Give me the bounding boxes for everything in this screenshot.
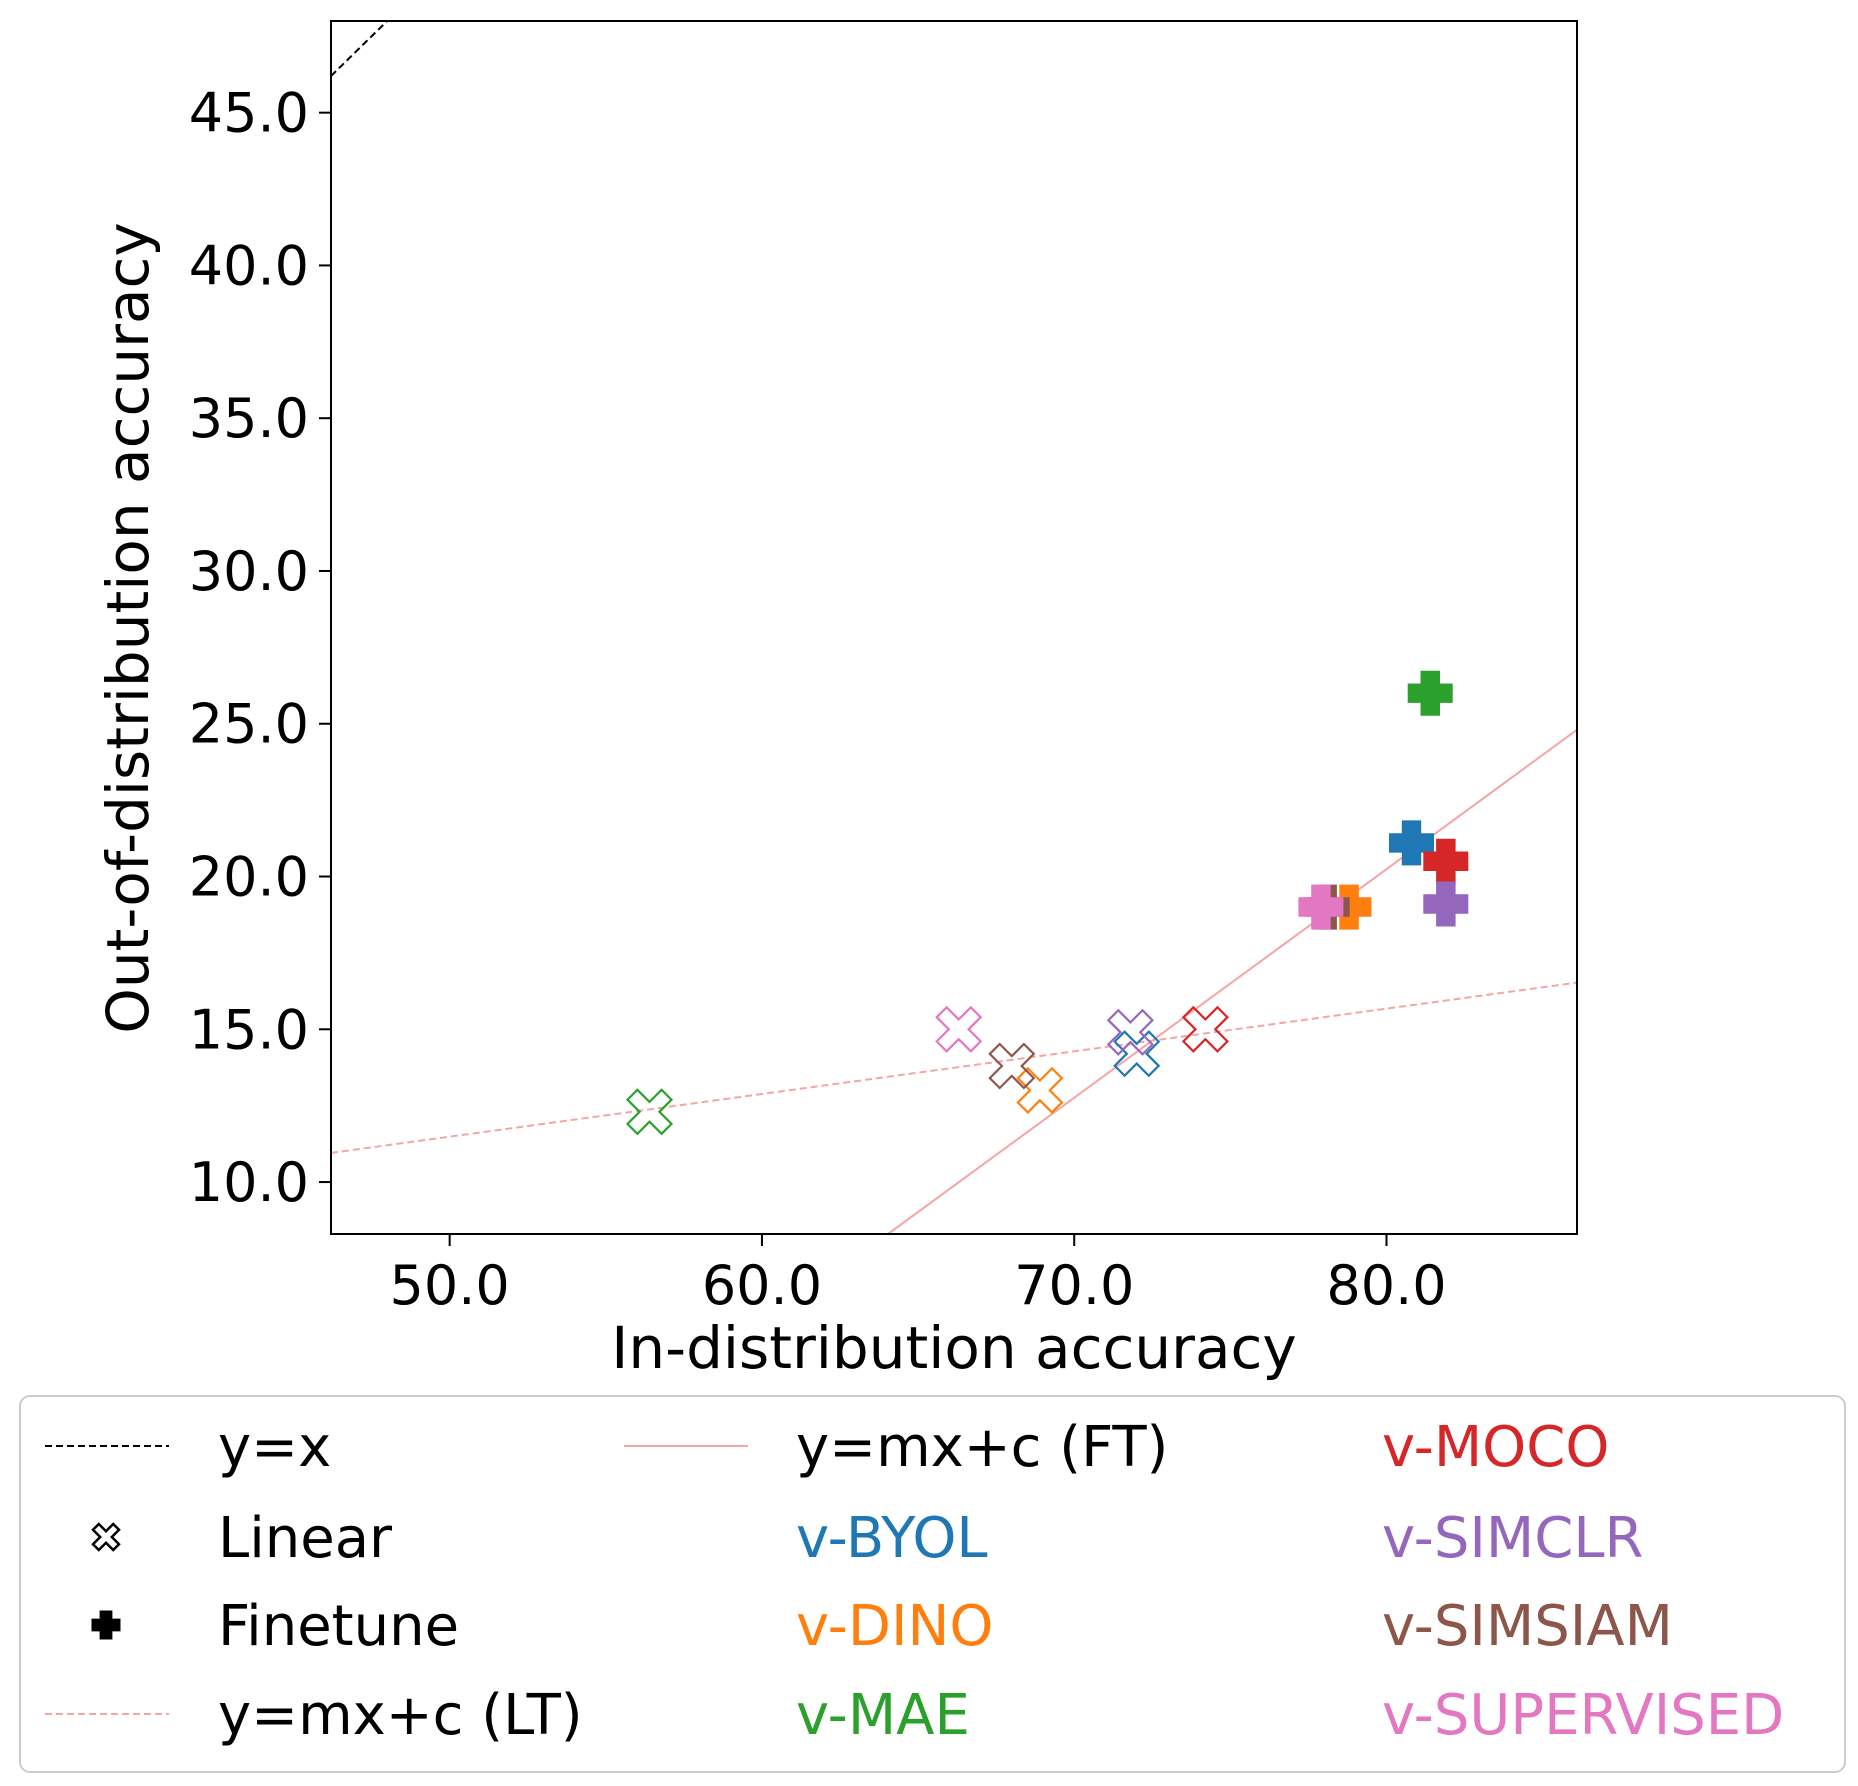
legend-entry-label: y=mx+c (LT) <box>218 1683 583 1748</box>
linear-point-v-moco <box>1181 1005 1229 1053</box>
y-tick-label: 20.0 <box>189 846 309 909</box>
reference-line-2 <box>886 728 1577 1234</box>
axes: 50.0 60.0 70.0 80.0 10.0 15.0 20.0 25.0 30.0 35.0… <box>189 82 1447 1317</box>
y-tick-label: 25.0 <box>189 693 309 756</box>
legend-frame <box>19 1395 1846 1773</box>
legend-handle-finetune-marker <box>91 1610 121 1640</box>
y-tick-label: 35.0 <box>189 387 309 450</box>
legend-entry-label: v-BYOL <box>796 1506 988 1571</box>
y-tick-label: 40.0 <box>189 234 309 297</box>
finetune-point-v-supervised <box>1298 884 1344 930</box>
x-tick-label: 80.0 <box>1326 1254 1446 1317</box>
plot-frame <box>330 20 1578 1235</box>
x-axis-label: In-distribution accuracy <box>611 1314 1296 1382</box>
linear-point-v-dino <box>1016 1066 1064 1114</box>
legend-entry-label: y=mx+c (FT) <box>796 1415 1168 1480</box>
legend-entry-label: v-SIMCLR <box>1382 1506 1643 1571</box>
y-tick-label: 45.0 <box>189 82 309 145</box>
x-tick-label: 50.0 <box>390 1254 510 1317</box>
finetune-point-v-simclr <box>1423 881 1469 927</box>
legend-entry-label: y=x <box>218 1415 331 1480</box>
finetune-point-v-byol <box>1389 820 1434 866</box>
linear-point-v-supervised <box>935 1005 983 1053</box>
linear-point-v-byol <box>1113 1030 1161 1078</box>
x-tick-label: 60.0 <box>702 1254 822 1317</box>
linear-point-v-simsiam <box>988 1042 1036 1090</box>
plot-area <box>331 21 1577 1234</box>
y-axis-label: Out-of-distribution accuracy <box>94 222 162 1033</box>
legend-handle-linear-marker <box>91 1522 121 1552</box>
legend-entry-label: Linear <box>218 1506 393 1571</box>
linear-point-v-mae <box>625 1088 674 1136</box>
reference-line-3 <box>331 981 1577 1154</box>
legend-entry-label: v-SIMSIAM <box>1382 1594 1673 1659</box>
legend-entry-label: v-DINO <box>796 1594 993 1659</box>
y-tick-label: 30.0 <box>189 540 309 603</box>
legend-entry-label: v-MAE <box>796 1683 970 1748</box>
finetune-point-v-mae <box>1407 670 1453 716</box>
legend-entry-label: v-SUPERVISED <box>1382 1683 1784 1748</box>
legend: y=x Linear Finetune y=mx+c (LT) y=mx+c (FT) v… <box>19 1395 1846 1773</box>
legend-entry-label: Finetune <box>218 1594 459 1659</box>
legend-entry-label: v-MOCO <box>1382 1415 1609 1480</box>
y-tick-label: 10.0 <box>189 1151 309 1214</box>
y-tick-label: 15.0 <box>189 998 309 1061</box>
x-tick-label: 70.0 <box>1014 1254 1134 1317</box>
linear-point-v-simclr <box>1106 1008 1154 1056</box>
